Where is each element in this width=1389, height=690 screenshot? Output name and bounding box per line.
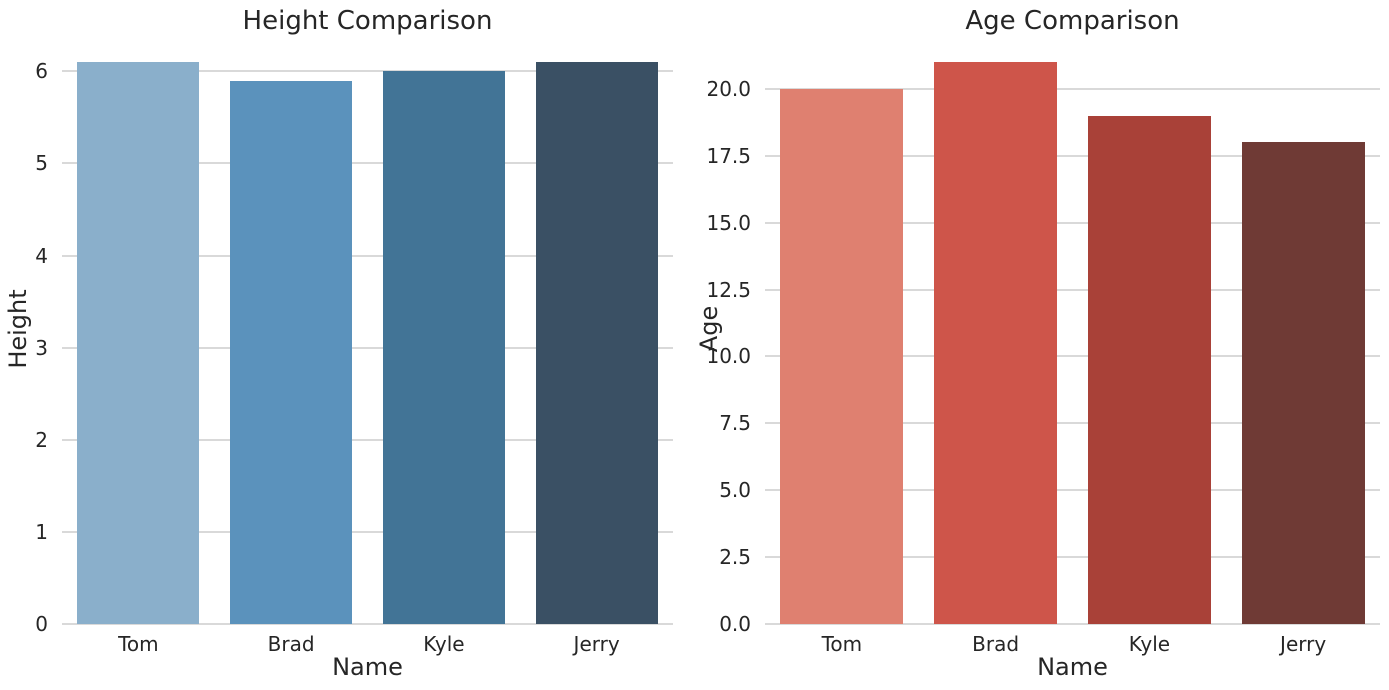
- x-tick-label: Brad: [267, 632, 315, 656]
- y-tick-label: 6: [35, 59, 48, 84]
- gridline: [62, 530, 673, 533]
- y-tick-label: 3: [35, 335, 48, 360]
- gridline: [765, 288, 1380, 291]
- gridline: [765, 422, 1380, 425]
- x-tick-label: Tom: [821, 632, 863, 656]
- y-axis-label: Age: [695, 305, 723, 353]
- x-tick-label: Jerry: [573, 632, 620, 656]
- gridline: [765, 355, 1380, 358]
- gridline: [62, 623, 673, 625]
- y-tick-label: 1: [35, 519, 48, 544]
- plot-area: 0 1 2 3 4 5 6 Tom Brad Kyle Jerry: [35, 34, 673, 655]
- x-axis-label: Name: [332, 653, 403, 681]
- gridline: [62, 254, 673, 257]
- x-tick-label: Kyle: [1128, 632, 1171, 656]
- gridline: [765, 87, 1380, 90]
- bar-kyle: [1087, 115, 1211, 624]
- gridline: [62, 346, 673, 349]
- y-tick-label: 0: [35, 612, 48, 636]
- x-tick-label: Tom: [118, 632, 159, 656]
- y-tick-label: 4: [35, 243, 48, 268]
- bar-kyle: [382, 71, 505, 624]
- y-tick-label: 20.0: [706, 76, 751, 101]
- x-tick-label: Kyle: [423, 632, 465, 656]
- gridline: [62, 70, 673, 73]
- x-tick-label: Brad: [972, 632, 1020, 656]
- y-tick-label: 12.5: [706, 277, 751, 302]
- y-tick-label: 2.5: [719, 545, 751, 570]
- bar-brad: [230, 80, 353, 624]
- y-tick-label: 10.0: [706, 344, 751, 369]
- gridline: [765, 556, 1380, 559]
- y-tick-label: 0.0: [719, 612, 751, 636]
- y-tick-label: 15.0: [706, 210, 751, 235]
- gridline: [62, 162, 673, 165]
- chart-title: Height Comparison: [242, 6, 493, 36]
- y-tick-label: 5.0: [719, 478, 751, 503]
- x-axis-label: Name: [1037, 653, 1108, 681]
- plot-area: 0.0 2.5 5.0 7.5 10.0 12.5 15.0 17.5 20.0 Tom Brad K…: [706, 34, 1380, 655]
- bar-tom: [77, 62, 200, 624]
- chart-title: Age Comparison: [965, 6, 1180, 36]
- gridline: [765, 623, 1380, 625]
- y-tick-label: 2: [35, 427, 48, 452]
- bar-brad: [934, 62, 1058, 624]
- gridline: [62, 438, 673, 441]
- y-tick-label: 17.5: [706, 143, 751, 168]
- y-tick-label: 5: [35, 151, 48, 176]
- bar-jerry: [535, 62, 658, 624]
- bar-jerry: [1241, 142, 1365, 624]
- y-axis-label: Height: [4, 289, 32, 369]
- gridline: [765, 489, 1380, 492]
- bar-tom: [780, 88, 904, 624]
- x-tick-label: Jerry: [1280, 632, 1327, 656]
- gridline: [765, 154, 1380, 157]
- gridline: [765, 221, 1380, 224]
- y-tick-label: 7.5: [719, 411, 751, 436]
